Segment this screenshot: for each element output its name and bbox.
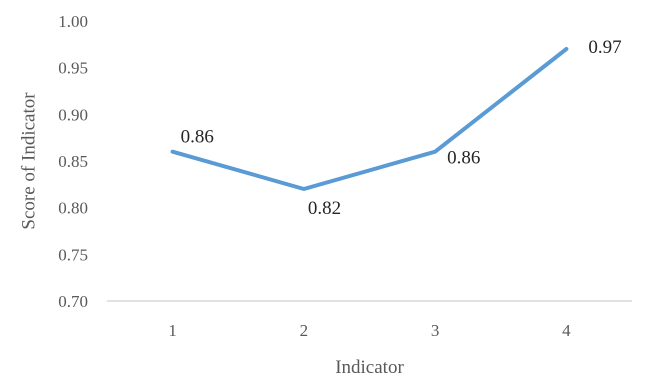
x-axis-title: Indicator [335,357,404,378]
y-tick-label: 0.70 [58,292,88,311]
y-tick-label: 0.80 [58,199,88,218]
series-line [170,47,569,191]
y-tick-label: 0.85 [58,152,88,171]
y-tick-label: 0.95 [58,59,88,78]
data-labels: 0.86 0.82 0.86 0.97 [181,37,622,219]
x-tick-label: 4 [562,321,571,340]
y-tick-label: 0.75 [58,245,88,264]
x-tick-label: 1 [168,321,177,340]
x-axis-tick-labels: 1 2 3 4 [168,321,571,340]
x-tick-label: 3 [431,321,440,340]
y-tick-label: 1.00 [58,12,88,31]
y-axis-title: Score of Indicator [18,92,39,230]
data-label: 0.86 [447,148,480,169]
x-tick-label: 2 [300,321,309,340]
y-tick-label: 0.90 [58,105,88,124]
data-label: 0.86 [181,127,214,148]
data-label: 0.82 [308,198,341,219]
y-axis-tick-labels: 0.70 0.75 0.80 0.85 0.90 0.95 1.00 [58,12,88,311]
data-label: 0.97 [588,37,621,58]
